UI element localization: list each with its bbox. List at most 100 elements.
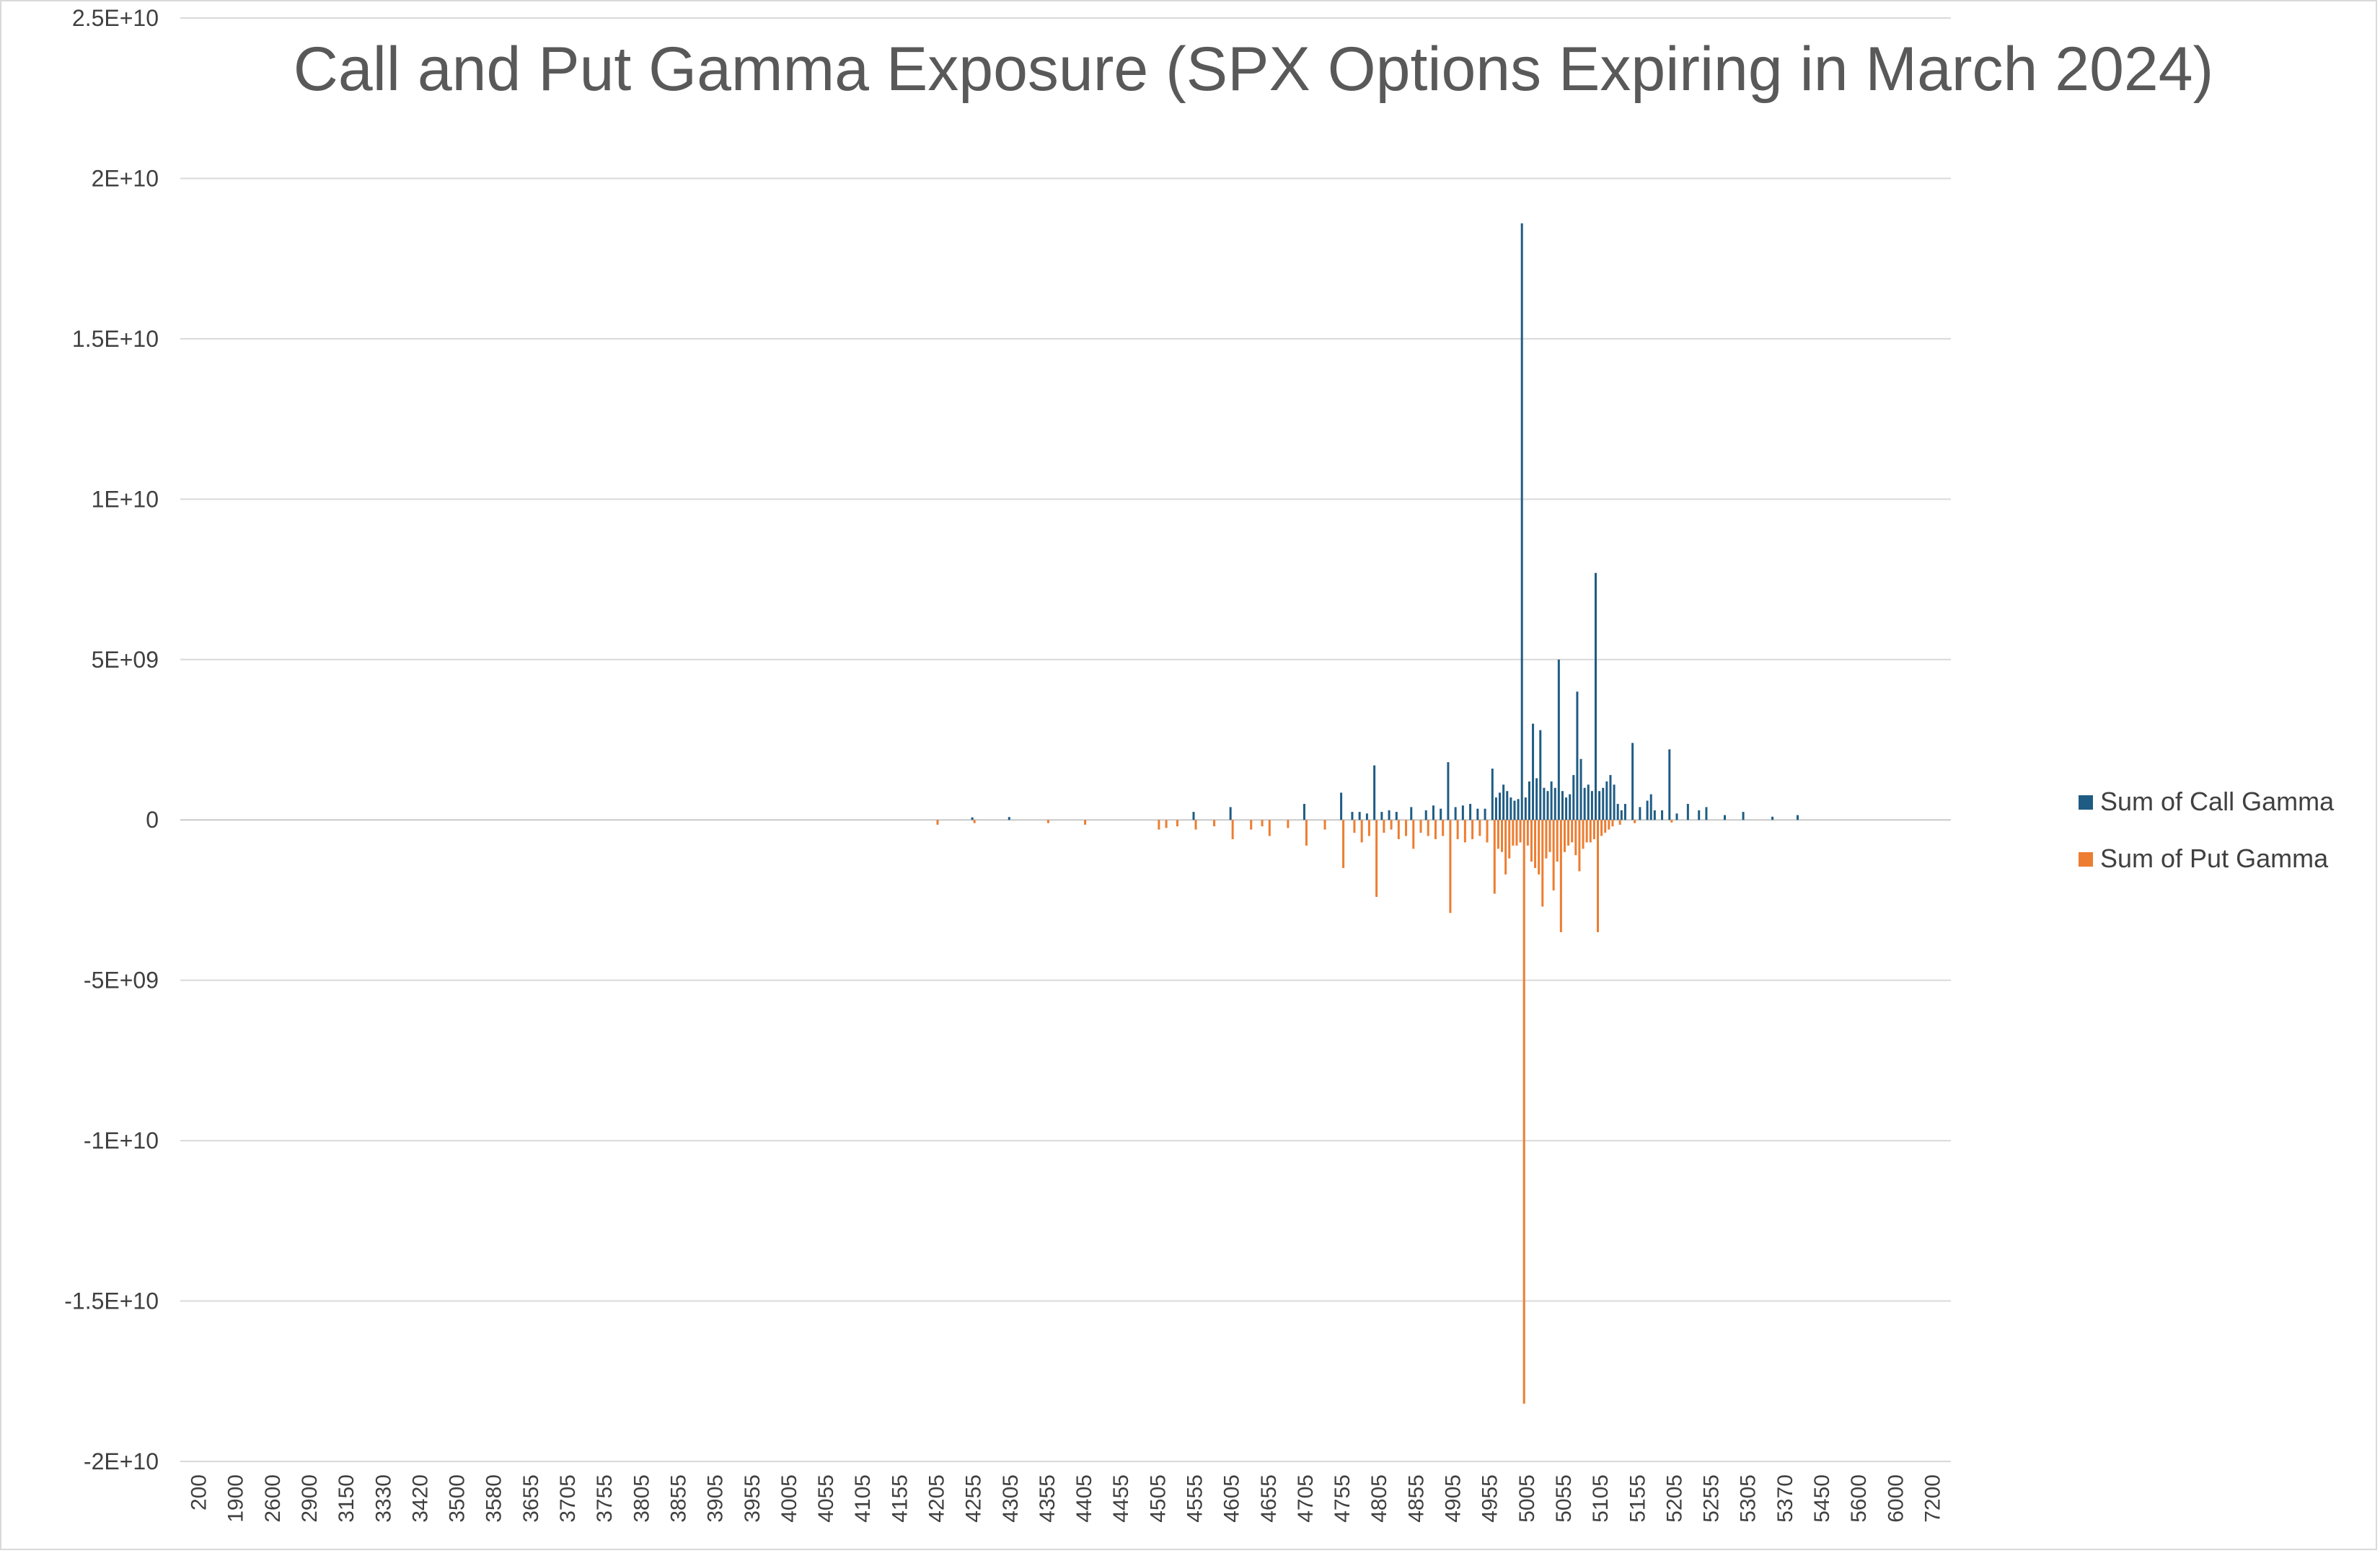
put-gamma-bar [1600, 820, 1603, 836]
x-tick-label: 4255 [962, 1474, 986, 1523]
y-tick-label: -2E+10 [84, 1448, 159, 1474]
y-tick-label: -1E+10 [84, 1128, 159, 1154]
call-gamma-bar [1675, 813, 1678, 820]
put-gamma-bar [1497, 820, 1499, 849]
call-gamma-bar [1668, 749, 1671, 820]
call-gamma-bar [1698, 810, 1701, 820]
call-gamma-bar [1491, 769, 1494, 820]
put-gamma-bar [1046, 820, 1049, 823]
x-tick-label: 1900 [224, 1474, 248, 1523]
x-tick-label: 4155 [888, 1474, 912, 1523]
put-gamma-bar [1552, 820, 1555, 891]
x-tick-label: 3755 [593, 1474, 617, 1523]
x-tick-label: 5155 [1626, 1474, 1649, 1523]
put-gamma-bar [1158, 820, 1160, 830]
call-gamma-bar [1595, 572, 1597, 820]
x-tick-label: 4505 [1146, 1474, 1170, 1523]
call-gamma-bar [1661, 810, 1664, 820]
x-tick-label: 4455 [1109, 1474, 1133, 1523]
x-tick-label: 4405 [1072, 1474, 1096, 1523]
call-gamma-bar [1539, 730, 1542, 820]
x-tick-label: 5205 [1662, 1474, 1686, 1523]
x-tick-label: 4005 [777, 1474, 801, 1523]
x-tick-label: 5105 [1589, 1474, 1613, 1523]
gridlines [180, 17, 1951, 1462]
x-tick-label: 4305 [999, 1474, 1023, 1523]
put-gamma-bar [1442, 820, 1445, 836]
call-gamma-bar [1440, 808, 1442, 820]
call-gamma-bar [1639, 807, 1641, 820]
put-gamma-bar [1493, 820, 1496, 894]
chart-title: Call and Put Gamma Exposure (SPX Options… [294, 35, 2213, 104]
call-gamma-bar [1520, 223, 1523, 820]
put-gamma-bar [1571, 820, 1574, 843]
put-gamma-bar [1213, 820, 1216, 827]
call-gamma-bar [1303, 803, 1305, 820]
call-gamma-bar [1380, 812, 1383, 820]
call-gamma-bar [1631, 743, 1634, 820]
put-gamma-bar [1305, 820, 1308, 846]
x-tick-label: 3580 [482, 1474, 506, 1523]
call-gamma-bar [1565, 797, 1568, 820]
call-gamma-bar [1476, 808, 1479, 820]
put-gamma-bar [1578, 820, 1581, 872]
call-gamma-bar [1484, 808, 1486, 820]
call-gamma-bar [1609, 774, 1612, 820]
call-gamma-bar [1395, 812, 1398, 820]
x-tick-label: 5600 [1847, 1474, 1871, 1523]
call-gamma-bar [1517, 799, 1520, 820]
x-tick-label: 4705 [1294, 1474, 1318, 1523]
call-gamma-bar [1653, 810, 1656, 820]
put-gamma-bar [1567, 820, 1570, 846]
put-gamma-bar [1434, 820, 1437, 839]
call-gamma-bar [1623, 803, 1626, 820]
put-gamma-bar [1456, 820, 1459, 839]
put-gamma-bar [1504, 820, 1507, 875]
x-tick-label: 5305 [1737, 1474, 1760, 1523]
put-gamma-bar [1353, 820, 1356, 833]
call-gamma-bar [1590, 791, 1593, 820]
call-gamma-bar [1528, 781, 1530, 820]
call-gamma-bar [1373, 765, 1376, 820]
put-gamma-bar [1541, 820, 1544, 907]
y-axis-ticks: 2.5E+10 2E+10 1.5E+10 1E+10 5E+09 0 -5E+09 -1E+… [64, 5, 159, 1474]
call-gamma-bar [1506, 791, 1509, 820]
put-gamma-bar [1486, 820, 1489, 843]
x-tick-label: 4355 [1036, 1474, 1059, 1523]
call-gamma-bar [1557, 659, 1560, 820]
x-tick-label: 4205 [925, 1474, 948, 1523]
put-gamma-bar [1287, 820, 1290, 828]
put-gamma-bar [1405, 820, 1408, 836]
y-tick-label: 1.5E+10 [72, 326, 159, 352]
put-gamma-bar [1519, 820, 1522, 843]
call-gamma-bar [1598, 791, 1601, 820]
call-gamma-bar [1569, 794, 1572, 820]
call-gamma-bar [1742, 812, 1745, 820]
y-tick-label: 2.5E+10 [72, 5, 159, 31]
put-gamma-bar [1194, 820, 1197, 830]
x-tick-label: 5255 [1700, 1474, 1724, 1523]
call-gamma-bar [1587, 784, 1590, 820]
put-gamma-bar [1526, 820, 1529, 846]
put-gamma-bar [1538, 820, 1541, 875]
call-gamma-bar [1646, 800, 1649, 820]
x-tick-label: 4055 [814, 1474, 838, 1523]
x-tick-label: 3805 [630, 1474, 653, 1523]
put-gamma-bar [1268, 820, 1271, 836]
call-gamma-bar [1502, 784, 1505, 820]
x-tick-label: 3905 [704, 1474, 728, 1523]
put-gamma-bar [1556, 820, 1559, 862]
call-gamma-bar [1388, 810, 1390, 820]
put-gamma-bar [1582, 820, 1585, 849]
call-gamma-bar [1340, 792, 1343, 820]
x-tick-label: 4855 [1404, 1474, 1428, 1523]
put-gamma-bar [1670, 820, 1673, 823]
call-gamma-bar [1494, 797, 1497, 820]
legend-label-call: Sum of Call Gamma [2100, 787, 2335, 816]
x-tick-label: 4955 [1478, 1474, 1502, 1523]
put-gamma-bar [1383, 820, 1385, 833]
call-gamma-bar [1613, 784, 1616, 820]
x-tick-label: 5055 [1552, 1474, 1576, 1523]
call-gamma-bar [1771, 816, 1774, 820]
call-gamma-bar [1008, 817, 1010, 820]
